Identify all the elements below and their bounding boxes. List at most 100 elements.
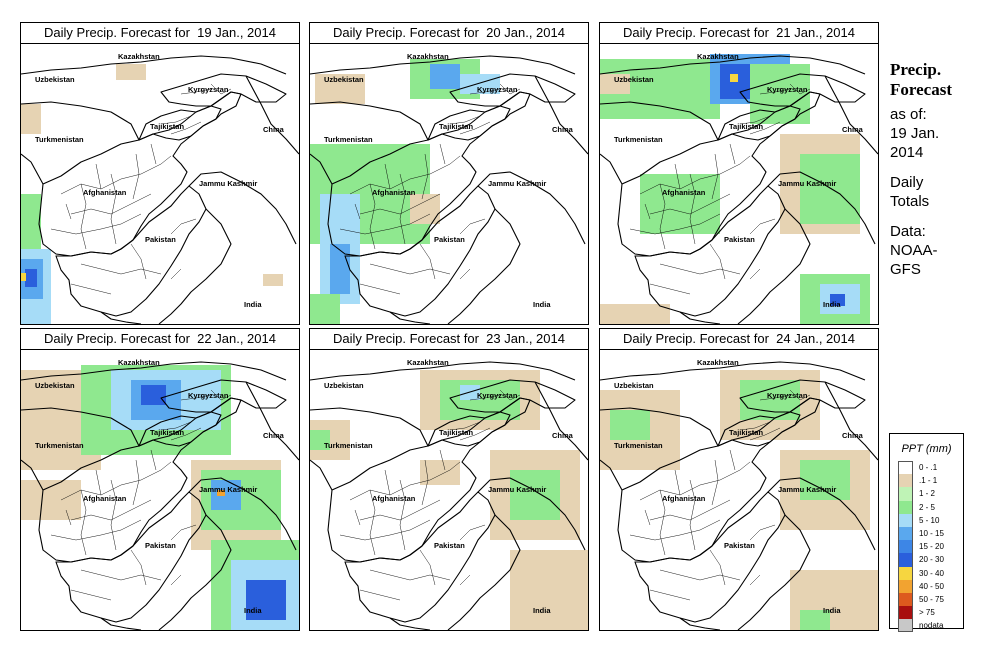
pak-province-lines xyxy=(649,218,776,295)
panel-title: Daily Precip. Forecast for 23 Jan., 2014 xyxy=(309,328,589,350)
map-svg: Kazakhstan Uzbekistan Kyrgyzstan Tajikis… xyxy=(21,52,299,324)
legend-row: 10 - 15 xyxy=(890,526,963,541)
base-map: Kazakhstan Uzbekistan Kyrgyzstan Tajikis… xyxy=(310,52,588,324)
data-line3: GFS xyxy=(890,261,921,278)
label-uzbekistan: Uzbekistan xyxy=(324,75,364,84)
map-svg: Kazakhstan Uzbekistan Kyrgyzstan Tajikis… xyxy=(310,358,588,630)
precip-cell xyxy=(410,194,440,224)
legend-row: 2 - 5 xyxy=(890,500,963,514)
label-tajikistan: Tajikistan xyxy=(150,122,184,131)
precip-cell xyxy=(21,273,26,281)
label-kyrgyzstan: Kyrgyzstan xyxy=(188,391,229,400)
label-pakistan: Pakistan xyxy=(145,235,176,244)
legend-range-label: 0 - .1 xyxy=(919,463,938,472)
label-kyrgyzstan: Kyrgyzstan xyxy=(767,391,808,400)
border-kyrgyzstan xyxy=(160,379,287,413)
coastline xyxy=(679,617,721,630)
label-china: China xyxy=(263,431,285,440)
precip-cell xyxy=(830,294,845,306)
daily-line2: Totals xyxy=(890,193,930,210)
border-kashmir xyxy=(767,477,876,551)
legend-swatch xyxy=(898,606,913,620)
label-uzbekistan: Uzbekistan xyxy=(614,381,654,390)
heading-line1: Precip. xyxy=(890,60,942,79)
panel-title: Daily Precip. Forecast for 24 Jan., 2014 xyxy=(599,328,879,350)
coastline xyxy=(679,311,721,324)
label-turkmenistan: Turkmenistan xyxy=(614,441,663,450)
data-line2: NOAA- xyxy=(890,242,938,259)
legend-row: 1 - 2 xyxy=(890,487,963,501)
precip-map: Kazakhstan Uzbekistan Kyrgyzstan Tajikis… xyxy=(20,43,300,325)
precip-cell xyxy=(510,470,560,520)
label-kazakhstan: Kazakhstan xyxy=(407,52,449,61)
precip-layer xyxy=(600,370,878,630)
map-svg: Kazakhstan Uzbekistan Kyrgyzstan Tajikis… xyxy=(21,358,299,630)
label-india: India xyxy=(533,300,551,309)
pak-province-lines xyxy=(359,218,486,295)
label-india: India xyxy=(823,606,841,615)
legend-range-label: 30 - 40 xyxy=(919,568,944,578)
border-kazakhstan xyxy=(310,361,576,381)
legend-row: > 75 xyxy=(890,606,963,620)
label-uzbekistan: Uzbekistan xyxy=(324,381,364,390)
precip-cell xyxy=(263,274,283,286)
label-kazakhstan: Kazakhstan xyxy=(697,52,739,61)
precip-cell xyxy=(246,580,286,620)
side-info: Precip. Forecast as of: 19 Jan. 2014 Dai… xyxy=(890,60,983,279)
precip-cell xyxy=(310,430,330,450)
border-india xyxy=(158,208,232,324)
precip-map: Kazakhstan Uzbekistan Kyrgyzstan Tajikis… xyxy=(309,43,589,325)
border-kyrgyzstan xyxy=(739,379,866,413)
base-map: Kazakhstan Uzbekistan Kyrgyzstan Tajikis… xyxy=(21,52,299,324)
border-pakistan xyxy=(344,491,496,623)
label-turkmenistan: Turkmenistan xyxy=(614,135,663,144)
legend-swatch xyxy=(898,566,913,580)
border-kazakhstan xyxy=(600,55,866,75)
legend-row: 15 - 20 xyxy=(890,540,963,554)
precip-layer xyxy=(21,64,283,324)
precip-map: Kazakhstan Uzbekistan Kyrgyzstan Tajikis… xyxy=(599,349,879,631)
label-uzbekistan: Uzbekistan xyxy=(35,75,75,84)
precip-map: Kazakhstan Uzbekistan Kyrgyzstan Tajikis… xyxy=(599,43,879,325)
label-turkmenistan: Turkmenistan xyxy=(35,441,84,450)
precip-cell xyxy=(315,74,365,104)
tajik-province-lines xyxy=(449,83,521,135)
border-kazakhstan xyxy=(310,55,576,75)
data-line1: Data: xyxy=(890,223,926,240)
legend-swatch xyxy=(898,500,913,514)
legend-range-label: 2 - 5 xyxy=(919,502,936,512)
legend-row: 20 - 30 xyxy=(890,553,963,567)
precip-layer xyxy=(600,54,870,324)
label-pakistan: Pakistan xyxy=(724,541,755,550)
forecast-panel-jan21: Daily Precip. Forecast for 21 Jan., 2014… xyxy=(599,22,879,325)
border-china xyxy=(824,75,878,155)
border-china xyxy=(245,75,299,155)
border-tajikistan xyxy=(717,397,821,447)
border-turkmenistan xyxy=(600,153,623,185)
border-kyrgyzstan xyxy=(449,379,576,413)
forecast-panel-jan19: Daily Precip. Forecast for 19 Jan., 2014… xyxy=(20,22,300,325)
legend-title: PPT (mm) xyxy=(901,443,952,455)
label-afghanistan: Afghanistan xyxy=(662,188,706,197)
legend-range-label: 5 - 10 xyxy=(919,515,940,525)
forecast-panel-jan23: Daily Precip. Forecast for 23 Jan., 2014… xyxy=(309,328,589,631)
legend-row: 30 - 40 xyxy=(890,566,963,580)
precip-cell xyxy=(420,460,460,485)
legend-range-label: 20 - 30 xyxy=(919,555,944,565)
border-tajikistan xyxy=(138,91,242,141)
label-china: China xyxy=(263,125,285,134)
border-tajikistan xyxy=(138,397,242,447)
map-svg: Kazakhstan Uzbekistan Kyrgyzstan Tajikis… xyxy=(600,358,878,630)
label-kyrgyzstan: Kyrgyzstan xyxy=(477,391,518,400)
border-pakistan xyxy=(634,185,786,317)
border-india xyxy=(737,514,811,630)
border-turkmenistan xyxy=(600,459,623,491)
precip-cell xyxy=(460,74,500,94)
border-turkmenistan xyxy=(21,459,44,491)
label-tajikistan: Tajikistan xyxy=(150,428,184,437)
precip-cell xyxy=(116,64,146,80)
tajik-province-lines xyxy=(739,83,811,135)
label-uzbekistan: Uzbekistan xyxy=(35,381,75,390)
ppt-legend: PPT (mm) 0 - .1 .1 - 1 1 - 2 2 - 5 5 - 10 10 … xyxy=(889,433,964,633)
province-lines xyxy=(50,143,172,250)
